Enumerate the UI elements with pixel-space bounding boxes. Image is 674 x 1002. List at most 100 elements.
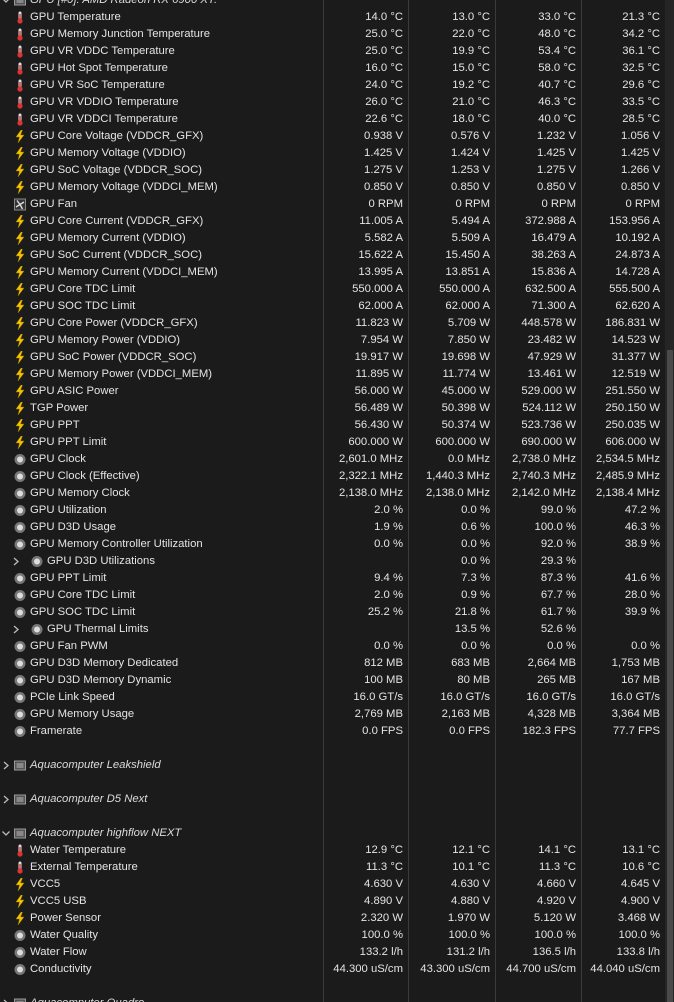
sensor-group[interactable]: GPU Thermal Limits 13.5 % 52.6 % — [0, 621, 665, 638]
sensor-value: 0.9 % — [461, 589, 490, 601]
expander[interactable] — [2, 828, 10, 839]
sensor-row: External Temperature 11.3 °C 10.1 °C 11.3 °… — [0, 859, 665, 876]
device-icon — [14, 759, 26, 772]
sensor-row: GPU Clock 2,601.0 MHz 0.0 MHz 2,738.0 MHz 2,… — [0, 451, 665, 468]
sensor-label: GPU PPT Limit — [30, 436, 107, 448]
sensor-value: 100.0 % — [361, 929, 403, 941]
section-header[interactable]: Aquacomputer Quadro — [0, 995, 665, 1002]
sensor-value: 47.929 W — [527, 351, 576, 363]
sensor-value: 0.6 % — [461, 521, 490, 533]
sensor-value: 186.831 W — [605, 317, 660, 329]
sensor-icon — [14, 163, 26, 178]
sensor-row: GPU Core TDC Limit 550.000 A 550.000 A 632.… — [0, 281, 665, 298]
sensor-row: GPU SOC TDC Limit 62.000 A 62.000 A 71.300 … — [0, 298, 665, 315]
sensor-value: 25.0 °C — [365, 45, 403, 57]
sensor-row: VCC5 USB 4.890 V 4.880 V 4.920 V 4.900 V — [0, 893, 665, 910]
sensor-value: 80 MB — [457, 674, 490, 686]
expander[interactable] — [12, 624, 20, 635]
sensor-value: 23.482 W — [527, 334, 576, 346]
sensor-label: PCIe Link Speed — [30, 691, 115, 703]
sensor-value: 24.873 A — [615, 249, 660, 261]
sensor-label: GPU Memory Current (VDDCI_MEM) — [30, 266, 218, 278]
sensor-value: 14.728 A — [615, 266, 660, 278]
sensor-value: 2,138.0 MHz — [338, 487, 403, 499]
expander[interactable] — [2, 794, 10, 805]
sensor-value: 13.5 % — [454, 623, 490, 635]
column-separator — [408, 0, 409, 1002]
sensor-value: 2,142.0 MHz — [511, 487, 576, 499]
expander[interactable] — [12, 556, 20, 567]
scrollbar-thumb[interactable] — [667, 350, 673, 1002]
sensor-value: 16.0 GT/s — [526, 691, 576, 703]
sensor-value: 265 MB — [537, 674, 576, 686]
sensor-icon — [14, 129, 26, 144]
sensor-value: 2,769 MB — [354, 708, 403, 720]
sensor-value: 1.424 V — [451, 147, 490, 159]
sensor-icon — [14, 640, 26, 653]
sensor-value: 0.0 % — [461, 555, 490, 567]
sensor-label: GPU Memory Clock — [30, 487, 130, 499]
sensor-icon — [14, 146, 26, 161]
sensor-label: GPU Core TDC Limit — [30, 589, 136, 601]
sensor-value: 62.000 A — [358, 300, 403, 312]
sensor-value: 44.700 uS/cm — [506, 963, 576, 975]
section-header[interactable]: Aquacomputer highflow NEXT — [0, 825, 665, 842]
sensor-row: VCC5 4.630 V 4.630 V 4.660 V 4.645 V — [0, 876, 665, 893]
sensor-row: GPU VR VDDCI Temperature 22.6 °C 18.0 °C 40… — [0, 111, 665, 128]
sensor-label: GPU Memory Current (VDDIO) — [30, 232, 186, 244]
section-header[interactable]: Aquacomputer D5 Next — [0, 791, 665, 808]
sensor-icon — [14, 333, 26, 348]
sensor-value: 2,485.9 MHz — [595, 470, 660, 482]
sensor-icon — [14, 725, 26, 738]
sensor-value: 1.056 V — [621, 130, 660, 142]
sensor-row: Water Quality 100.0 % 100.0 % 100.0 % 100.0 … — [0, 927, 665, 944]
sensor-value: 250.150 W — [605, 402, 660, 414]
sensor-value: 16.0 GT/s — [610, 691, 660, 703]
sensor-value: 555.500 A — [609, 283, 660, 295]
sensor-value: 2,138.0 MHz — [425, 487, 490, 499]
sensor-value: 133.8 l/h — [616, 946, 660, 958]
sensor-label: GPU Clock — [30, 453, 86, 465]
sensor-icon — [14, 504, 26, 517]
sensor-value: 0.0 % — [547, 640, 576, 652]
sensor-value: 7.850 W — [447, 334, 490, 346]
sensor-label: TGP Power — [30, 402, 89, 414]
sensor-row: GPU Core Voltage (VDDCR_GFX) 0.938 V 0.576… — [0, 128, 665, 145]
sensor-value: 61.7 % — [540, 606, 576, 618]
sensor-row: Water Temperature 12.9 °C 12.1 °C 14.1 °C 13… — [0, 842, 665, 859]
expander[interactable] — [2, 0, 10, 6]
sensor-value: 2,322.1 MHz — [338, 470, 403, 482]
section-header[interactable]: GPU [#0]: AMD Radeon RX 6900 XT: — [0, 0, 665, 9]
sensor-value: 2,534.5 MHz — [595, 453, 660, 465]
sensor-row: GPU VR SoC Temperature 24.0 °C 19.2 °C 40.7… — [0, 77, 665, 94]
sensor-label: GPU SoC Power (VDDCR_SOC) — [30, 351, 197, 363]
sensor-value: 167 MB — [621, 674, 660, 686]
section-header[interactable]: Aquacomputer Leakshield — [0, 757, 665, 774]
sensor-value: 1.970 W — [447, 912, 490, 924]
sensor-value: 4.880 V — [451, 895, 490, 907]
sensor-row: GPU D3D Memory Dynamic 100 MB 80 MB 265 MB 1… — [0, 672, 665, 689]
sensor-row: GPU Core Power (VDDCR_GFX) 11.823 W 5.709 … — [0, 315, 665, 332]
sensor-value: 3.468 W — [617, 912, 660, 924]
sensor-icon — [14, 231, 26, 246]
sensor-label: GPU Clock (Effective) — [30, 470, 140, 482]
sensor-group[interactable]: GPU D3D Utilizations 0.0 % 29.3 % — [0, 553, 665, 570]
section-title: Aquacomputer Leakshield — [30, 759, 161, 771]
sensor-value: 29.3 % — [540, 555, 576, 567]
sensor-value: 21.0 °C — [452, 96, 490, 108]
sensor-value: 2,738.0 MHz — [511, 453, 576, 465]
sensor-row: GPU SOC TDC Limit 25.2 % 21.8 % 61.7 % 39.9 … — [0, 604, 665, 621]
sensor-value: 21.8 % — [454, 606, 490, 618]
sensor-value: 41.6 % — [624, 572, 660, 584]
device-icon — [14, 997, 26, 1002]
sensor-value: 28.0 % — [624, 589, 660, 601]
sensor-label: GPU ASIC Power — [30, 385, 119, 397]
expander[interactable] — [2, 760, 10, 771]
expander[interactable] — [2, 998, 10, 1002]
sensor-label: Conductivity — [30, 963, 92, 975]
sensor-value: 683 MB — [451, 657, 490, 669]
sensor-value: 11.3 °C — [539, 861, 576, 873]
sensor-value: 2.0 % — [374, 504, 403, 516]
sensor-icon — [14, 79, 26, 92]
sensor-value: 15.836 A — [531, 266, 576, 278]
